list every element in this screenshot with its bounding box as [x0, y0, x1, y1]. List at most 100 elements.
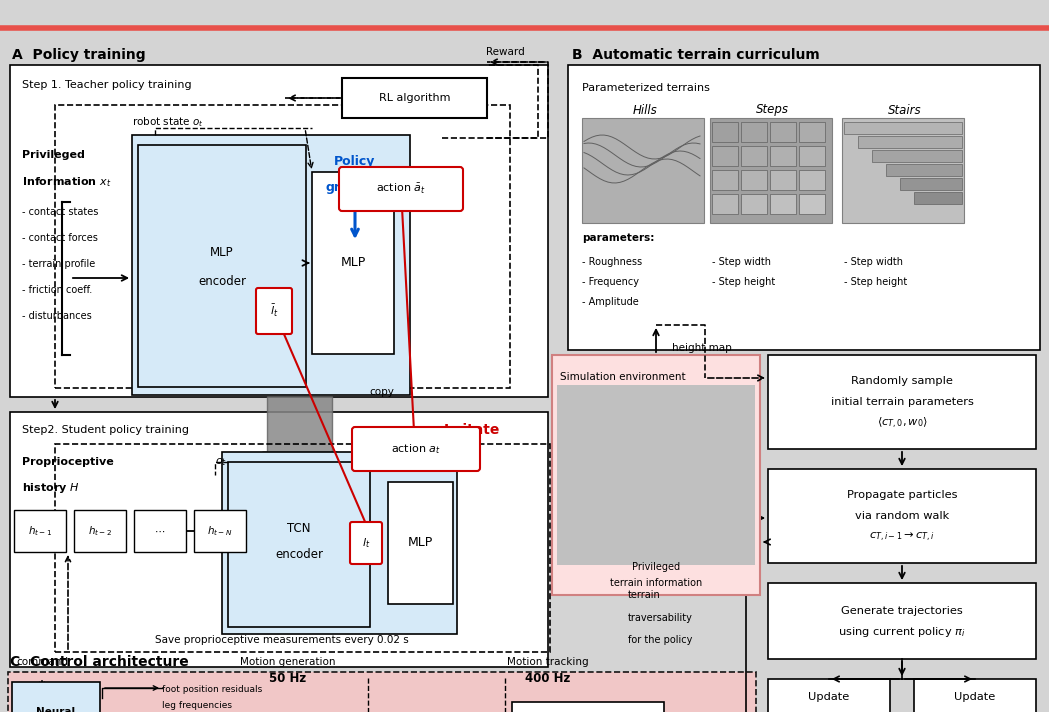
Bar [799, 122, 825, 142]
Text: gradient: gradient [325, 182, 385, 194]
Text: Update: Update [809, 692, 850, 702]
Bar [55, 105, 510, 388]
Text: action $a_t$: action $a_t$ [391, 442, 441, 456]
Text: via random walk: via random walk [855, 511, 949, 521]
Bar [8, 672, 756, 712]
Text: terrain information: terrain information [609, 578, 702, 588]
Text: $\langle c_{T,0}, w_0\rangle$: $\langle c_{T,0}, w_0\rangle$ [877, 415, 927, 431]
Bar [770, 170, 796, 190]
Text: encoder: encoder [275, 548, 323, 562]
Text: 50 Hz: 50 Hz [270, 671, 306, 684]
Text: $o_t$: $o_t$ [215, 456, 227, 468]
Text: A  Policy training: A Policy training [12, 48, 146, 62]
Text: Randomly sample: Randomly sample [851, 376, 952, 386]
Bar [568, 65, 1040, 350]
Bar [799, 146, 825, 166]
Text: action $\bar{a}_t$: action $\bar{a}_t$ [376, 182, 426, 196]
Text: Propagate particles: Propagate particles [847, 490, 958, 500]
Bar [799, 194, 825, 214]
Text: Generate trajectories: Generate trajectories [841, 605, 963, 615]
Text: - Frequency: - Frequency [582, 277, 639, 287]
Bar [194, 510, 247, 552]
Text: Step2. Student policy training: Step2. Student policy training [22, 425, 189, 435]
Bar [342, 78, 487, 118]
Bar [134, 510, 186, 552]
Text: Proprioceptive: Proprioceptive [22, 457, 113, 467]
Text: $h_{t-N}$: $h_{t-N}$ [208, 524, 233, 538]
Bar [74, 510, 126, 552]
FancyArrow shape [262, 397, 338, 464]
Bar [10, 65, 548, 397]
Text: Motion tracking: Motion tracking [507, 657, 588, 667]
Text: history $H$: history $H$ [22, 481, 80, 495]
Bar [222, 452, 457, 634]
Bar [872, 150, 962, 162]
Text: $c_{T,i-1} \rightarrow c_{T,i}$: $c_{T,i-1} \rightarrow c_{T,i}$ [869, 530, 935, 543]
Text: Steps: Steps [755, 103, 789, 117]
Bar [768, 583, 1036, 659]
Text: $h_{t-2}$: $h_{t-2}$ [88, 524, 112, 538]
Bar [582, 118, 704, 223]
FancyBboxPatch shape [256, 288, 292, 334]
Text: traversability: traversability [628, 613, 693, 623]
Text: for the policy: for the policy [628, 635, 692, 645]
Bar [914, 679, 1036, 712]
Bar [712, 170, 738, 190]
Text: MLP: MLP [340, 256, 366, 270]
Text: $\cdots$: $\cdots$ [154, 526, 166, 536]
Bar [512, 702, 664, 712]
Text: foot position residuals: foot position residuals [162, 686, 262, 694]
Text: - contact forces: - contact forces [22, 233, 98, 243]
Text: - disturbances: - disturbances [22, 311, 91, 321]
Bar [712, 194, 738, 214]
Bar [312, 172, 394, 354]
Text: Privileged: Privileged [631, 562, 680, 572]
Text: - contact states: - contact states [22, 207, 99, 217]
Text: Reward: Reward [486, 47, 524, 57]
Text: Neural: Neural [37, 707, 76, 712]
Bar [741, 122, 767, 142]
Bar [914, 192, 962, 204]
Text: Update: Update [955, 692, 996, 702]
Bar [741, 146, 767, 166]
Text: $\bar{l}_t$: $\bar{l}_t$ [270, 303, 278, 319]
FancyBboxPatch shape [350, 522, 382, 564]
Text: - Step height: - Step height [844, 277, 907, 287]
Text: terrain: terrain [628, 590, 661, 600]
Bar [712, 146, 738, 166]
Bar [228, 462, 370, 627]
Text: 400 Hz: 400 Hz [526, 671, 571, 684]
Text: B  Automatic terrain curriculum: B Automatic terrain curriculum [572, 48, 819, 62]
Bar [770, 122, 796, 142]
Bar [770, 146, 796, 166]
Text: C  Control architecture: C Control architecture [10, 655, 189, 669]
Bar [858, 136, 962, 148]
Text: encoder: encoder [198, 276, 247, 288]
Bar [741, 194, 767, 214]
Bar [8, 62, 550, 690]
Text: Information $x_t$: Information $x_t$ [22, 175, 111, 189]
Text: Step 1. Teacher policy training: Step 1. Teacher policy training [22, 80, 192, 90]
Bar [799, 170, 825, 190]
Text: - Step width: - Step width [844, 257, 903, 267]
Text: RL algorithm: RL algorithm [379, 93, 450, 103]
Text: - Step height: - Step height [712, 277, 775, 287]
Text: - friction coeff.: - friction coeff. [22, 285, 92, 295]
Bar [842, 118, 964, 223]
Text: using current policy $\pi_i$: using current policy $\pi_i$ [838, 624, 966, 639]
Text: copy: copy [369, 387, 394, 397]
Text: Parameterized terrains: Parameterized terrains [582, 83, 710, 93]
Text: TCN: TCN [287, 521, 311, 535]
Text: leg frequencies: leg frequencies [162, 701, 232, 709]
Bar [768, 469, 1036, 563]
Text: $l_t$: $l_t$ [362, 536, 370, 550]
Bar [55, 444, 550, 652]
Text: MLP: MLP [210, 246, 234, 258]
Bar [12, 682, 100, 712]
Text: MLP: MLP [407, 537, 432, 550]
Text: command: command [16, 657, 68, 667]
Text: Simulation environment: Simulation environment [560, 372, 686, 382]
Text: Hills: Hills [633, 103, 658, 117]
Bar [138, 145, 306, 387]
Bar [900, 178, 962, 190]
